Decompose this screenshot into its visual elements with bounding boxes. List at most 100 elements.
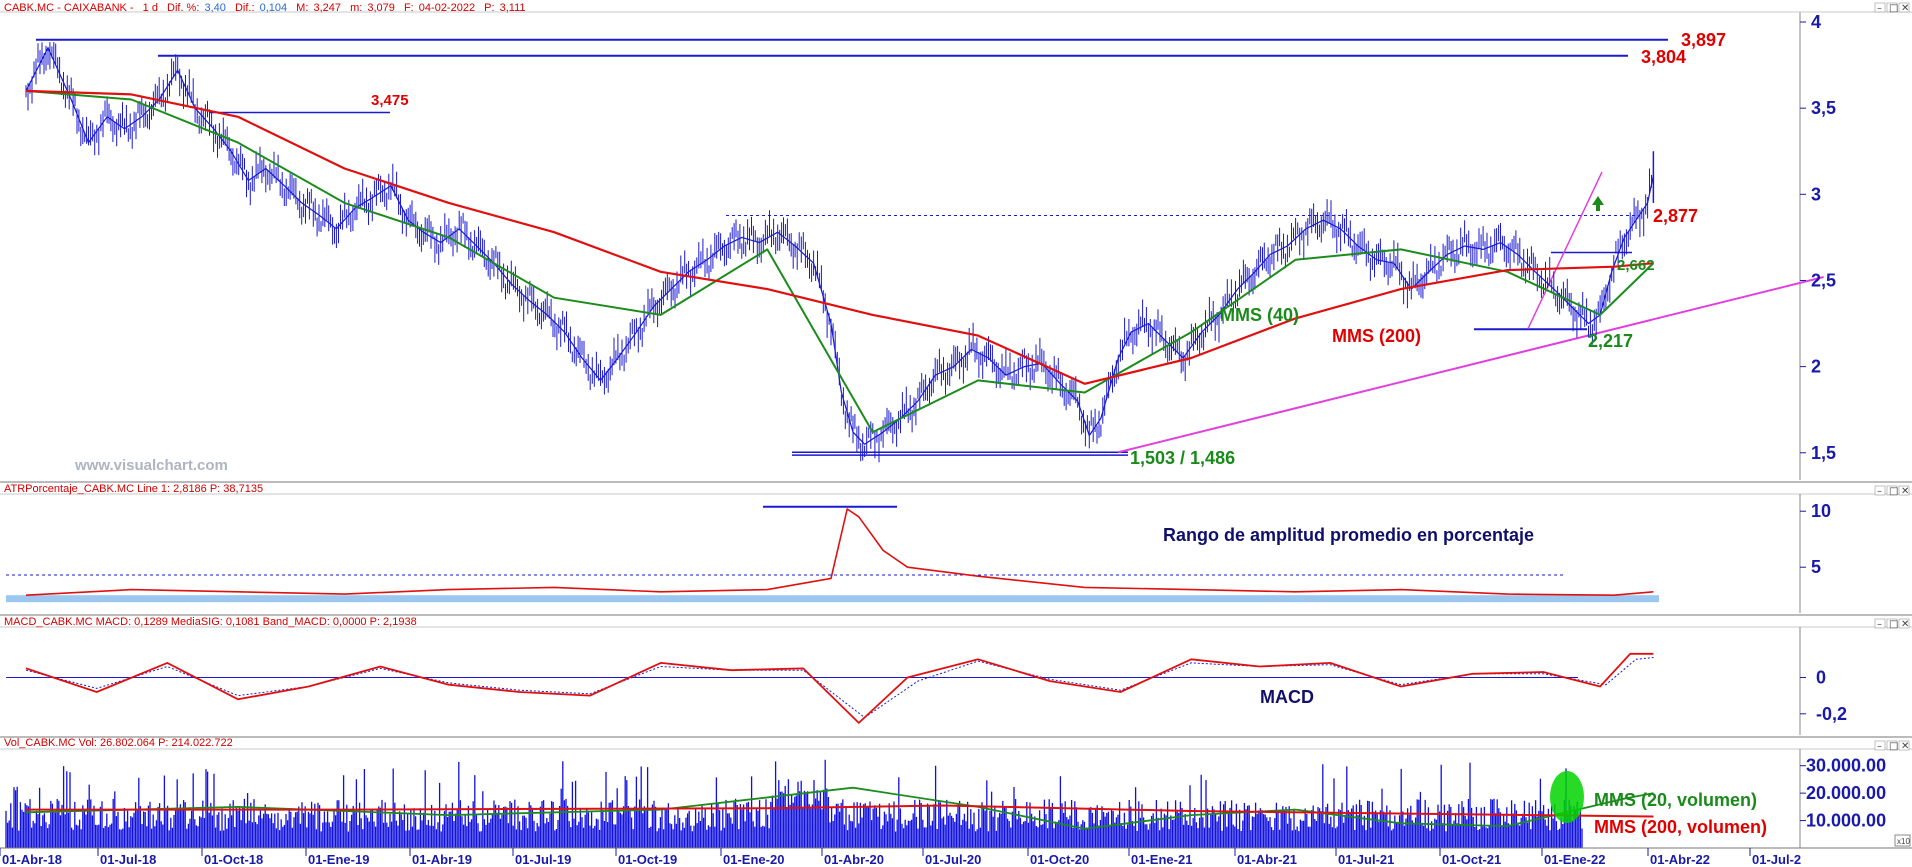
date-tick-label: 01-Abr-18 <box>2 852 62 867</box>
label-vol-mms200: MMS (200, volumen) <box>1594 817 1767 837</box>
vol-axis-tick-label: 20.000.00 <box>1806 783 1886 803</box>
annotation-3804: 3,804 <box>1641 47 1686 67</box>
scale-badge-box <box>1894 834 1911 847</box>
annotation-2217: 2,217 <box>1588 331 1633 351</box>
date-tick-label: 01-Abr-20 <box>824 852 884 867</box>
price-panel[interactable]: CABK.MC - CAIXABANK - 1 d Dif. %: 3,40 D… <box>0 2 1912 480</box>
date-tick-label: 01-Oct-18 <box>204 852 263 867</box>
price-header-name: CABK.MC - CAIXABANK - <box>4 2 134 14</box>
annotation-1503: 1,503 / 1,486 <box>1130 448 1235 468</box>
window-control-button[interactable] <box>1886 740 1898 751</box>
vol-axis-tick-label: 10.000.00 <box>1806 811 1886 831</box>
date-tick-label: 01-Jul-18 <box>100 852 156 867</box>
window-control-label: ✕ <box>1901 3 1909 14</box>
vol-sma200-line <box>26 804 1654 818</box>
vol-axis-tick-label: 30.000.00 <box>1806 756 1886 776</box>
window-control-button[interactable] <box>1886 2 1898 13</box>
price-header-min-value: 3,079 <box>367 2 395 14</box>
annotation-2877: 2,877 <box>1653 206 1698 226</box>
price-header-dif-pct-value: 3,40 <box>204 2 225 14</box>
price-header-date-label: F: <box>404 2 414 14</box>
price-axis-tick-label: 2 <box>1811 357 1821 377</box>
price-header-date-value: 04-02-2022 <box>419 2 475 14</box>
vol-sma20-line <box>25 786 1654 830</box>
price-header: CABK.MC - CAIXABANK - 1 d Dif. %: 3,40 D… <box>4 2 526 14</box>
label-mms200: MMS (200) <box>1332 326 1421 346</box>
volume-header: Vol_CABK.MC Vol: 26.802.064 P: 214.022.7… <box>4 737 233 749</box>
up-arrow-icon <box>1592 196 1604 211</box>
window-control-label: – <box>1877 486 1882 497</box>
date-tick-label: 01-Abr-19 <box>412 852 472 867</box>
date-tick-label: 01-Jul-19 <box>515 852 571 867</box>
price-axis-tick-label: 3 <box>1811 184 1821 204</box>
window-control-button[interactable] <box>1898 2 1910 13</box>
macd-axis-tick-label: -0,2 <box>1816 704 1847 724</box>
volume-panel[interactable]: Vol_CABK.MC Vol: 26.802.064 P: 214.022.7… <box>0 736 1912 848</box>
atr-axis-tick-label: 10 <box>1811 501 1831 521</box>
price-header-price-value: 3,111 <box>500 2 526 14</box>
window-control-label: ✕ <box>1901 619 1909 630</box>
atr-title: Rango de amplitud promedio en porcentaje <box>1163 525 1534 545</box>
window-controls[interactable]: – □ ✕– □ ✕– □ ✕– □ ✕ <box>1874 2 1910 752</box>
date-tick-label: 01-Ene-22 <box>1544 852 1605 867</box>
price-header-max-label: M: <box>296 2 308 14</box>
macd-signal-line <box>25 657 1654 718</box>
atr-line <box>25 508 1654 596</box>
date-tick-label: 01-Abr-21 <box>1237 852 1297 867</box>
window-control-label: □ <box>1889 741 1898 752</box>
window-control-label: ✕ <box>1901 486 1909 497</box>
window-control-label: – <box>1877 741 1882 752</box>
macd-header: MACD_CABK.MC MACD: 0,1289 MediaSIG: 0,10… <box>4 616 417 628</box>
price-header-price-label: P: <box>484 2 494 14</box>
atr-axis-tick-label: 5 <box>1811 557 1821 577</box>
scale-badge: x10 <box>1897 837 1910 846</box>
window-control-button[interactable] <box>1898 740 1910 751</box>
annotation-2662: 2,662 <box>1617 257 1655 274</box>
window-control-button[interactable] <box>1886 618 1898 629</box>
date-tick-label: 01-Jul-21 <box>1338 852 1394 867</box>
trendline-support <box>1118 276 1824 454</box>
price-axis-tick-label: 2,5 <box>1811 270 1836 290</box>
window-control-button[interactable] <box>1874 2 1886 13</box>
price-header-max-value: 3,247 <box>313 2 341 14</box>
date-tick-label: 01-Jul-20 <box>925 852 981 867</box>
price-axis-tick-label: 3,5 <box>1811 98 1836 118</box>
price-header-timeframe: 1 d <box>143 2 158 14</box>
price-series <box>25 47 1654 445</box>
volume-bars <box>5 759 1583 848</box>
atr-panel[interactable]: ATRPorcentaje_CABK.MC Line 1: 2,8186 P: … <box>0 481 1912 613</box>
date-axis: 01-Abr-18 01-Jul-18 01-Oct-18 01-Ene-19 01-A… <box>0 848 1801 867</box>
sma40-line <box>25 89 1655 434</box>
annotation-3897: 3,897 <box>1681 30 1726 50</box>
macd-line <box>25 652 1654 724</box>
window-control-button[interactable] <box>1886 485 1898 496</box>
macd-panel[interactable]: MACD_CABK.MC MACD: 0,1289 MediaSIG: 0,10… <box>0 614 1912 735</box>
window-control-label: – <box>1877 619 1882 630</box>
window-control-button[interactable] <box>1898 485 1910 496</box>
window-control-button[interactable] <box>1874 485 1886 496</box>
window-control-label: □ <box>1889 3 1898 14</box>
watermark: www.visualchart.com <box>74 457 228 474</box>
date-tick-label: 01-Oct-21 <box>1442 852 1501 867</box>
price-axis-tick-label: 1,5 <box>1811 443 1836 463</box>
trendline-steep <box>1527 171 1603 330</box>
sma200-line <box>25 89 1654 385</box>
price-axis-tick-label: 4 <box>1811 12 1821 32</box>
window-control-button[interactable] <box>1874 618 1886 629</box>
date-tick-label: 01-Ene-20 <box>723 852 784 867</box>
window-control-label: □ <box>1889 486 1898 497</box>
label-mms40: MMS (40) <box>1220 305 1299 325</box>
date-tick-label: 01-Ene-19 <box>308 852 369 867</box>
volume-highlight <box>1550 771 1584 823</box>
macd-title: MACD <box>1260 687 1314 707</box>
window-control-label: – <box>1877 3 1882 14</box>
date-tick-label: 01-Abr-22 <box>1650 852 1710 867</box>
price-header-min-label: m: <box>350 2 362 14</box>
window-control-button[interactable] <box>1898 618 1910 629</box>
price-header-dif-pct-label: Dif. %: <box>167 2 199 14</box>
label-vol-mms20: MMS (20, volumen) <box>1594 790 1757 810</box>
macd-axis-tick-label: 0 <box>1816 667 1826 687</box>
date-tick-label: 01-Ene-21 <box>1131 852 1192 867</box>
window-control-button[interactable] <box>1874 740 1886 751</box>
